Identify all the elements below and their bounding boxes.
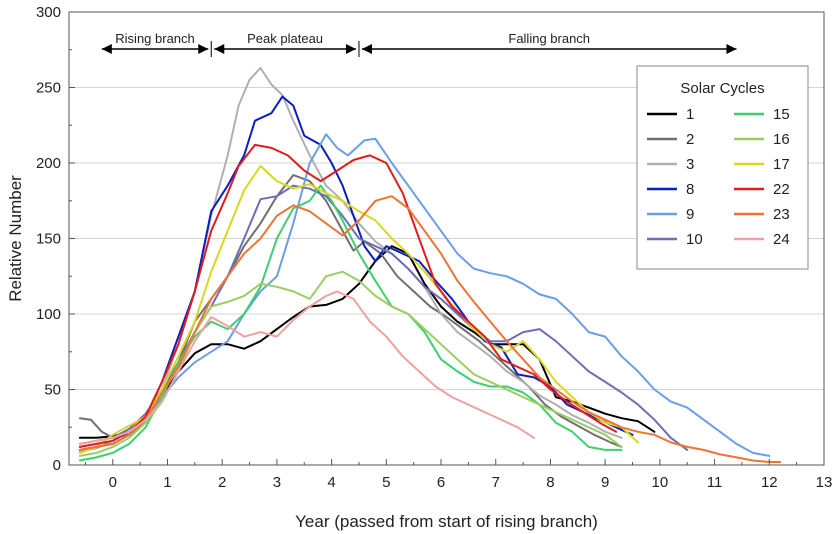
legend-label: 17: [773, 156, 790, 173]
phase-annotations: Rising branch Peak plateau Falling branch: [101, 31, 737, 57]
phase-arrow-head: [726, 44, 737, 54]
x-tick-label: 12: [761, 474, 778, 491]
series-line-9: [78, 133, 771, 457]
x-tick-label: 10: [652, 474, 669, 491]
legend-label: 3: [686, 156, 694, 173]
legend-label: 23: [773, 206, 790, 223]
phase-2: Peak plateau: [214, 31, 356, 54]
x-tick-label: 11: [707, 474, 723, 491]
series-line-8: [78, 95, 634, 451]
x-tick-label: 4: [327, 474, 335, 491]
y-tick-label: 0: [53, 457, 61, 474]
phase-3: Falling branch: [361, 31, 737, 54]
legend-item-2: 2: [647, 131, 694, 148]
x-tick-label: 2: [218, 474, 226, 491]
legend-label: 10: [686, 231, 703, 248]
legend-item-22: 22: [734, 181, 790, 198]
legend-label: 1: [686, 106, 694, 123]
legend-title: Solar Cycles: [680, 80, 764, 97]
legend-item-15: 15: [734, 106, 790, 123]
phase-label: Rising branch: [115, 31, 195, 46]
phase-arrow-head: [101, 44, 112, 54]
legend-label: 24: [773, 231, 790, 248]
legend-item-23: 23: [734, 206, 790, 223]
phase-1: Rising branch: [101, 31, 209, 54]
y-tick-label: 300: [36, 4, 61, 21]
x-tick-label: 13: [816, 474, 833, 491]
legend-item-8: 8: [647, 181, 694, 198]
legend-item-10: 10: [647, 231, 703, 248]
phase-arrow-head: [361, 44, 372, 54]
y-tick-label: 100: [36, 306, 61, 323]
phase-arrow-head: [198, 44, 209, 54]
x-axis-title: Year (passed from start of rising branch…: [295, 512, 598, 531]
x-tick-label: 9: [601, 474, 609, 491]
legend-item-3: 3: [647, 156, 694, 173]
x-tick-label: 3: [273, 474, 281, 491]
y-axis-title: Relative Number: [6, 175, 25, 302]
y-tick-label: 150: [36, 231, 61, 248]
x-tick-label: 7: [492, 474, 500, 491]
x-tick-label: 0: [109, 474, 117, 491]
legend-item-17: 17: [734, 156, 790, 173]
x-tick-label: 8: [546, 474, 554, 491]
y-tick-label: 250: [36, 80, 61, 97]
x-tick-label: 6: [437, 474, 445, 491]
legend-label: 15: [773, 106, 790, 123]
series-line-24: [78, 290, 535, 445]
phase-arrow-head: [214, 44, 225, 54]
legend-item-9: 9: [647, 206, 694, 223]
series-line-23: [78, 195, 782, 463]
legend-label: 16: [773, 131, 790, 148]
phase-label: Peak plateau: [247, 31, 323, 46]
legend-label: 8: [686, 181, 694, 198]
legend-item-24: 24: [734, 231, 790, 248]
series-line-17: [78, 165, 639, 454]
y-tick-label: 50: [44, 382, 61, 399]
phase-arrow-head: [345, 44, 356, 54]
legend-item-1: 1: [647, 106, 694, 123]
y-tick-label: 200: [36, 155, 61, 172]
legend-box: [636, 65, 809, 270]
legend-label: 22: [773, 181, 790, 198]
phase-label: Falling branch: [508, 31, 590, 46]
legend-label: 2: [686, 131, 694, 148]
legend-label: 9: [686, 206, 694, 223]
series-lines: [78, 66, 782, 463]
x-tick-label: 5: [382, 474, 390, 491]
series-line-22: [78, 143, 618, 448]
legend-item-16: 16: [734, 131, 790, 148]
x-tick-label: 1: [163, 474, 171, 491]
